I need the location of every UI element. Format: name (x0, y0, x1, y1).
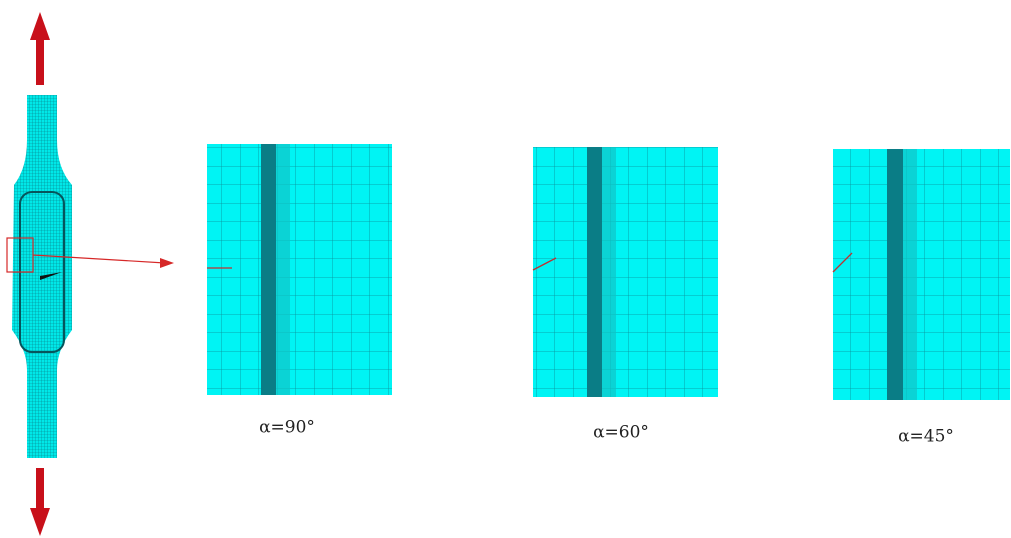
panel-label: α=45° (898, 427, 954, 447)
panel-60 (532, 147, 718, 397)
zoom-callout (6, 237, 174, 273)
specimen (12, 95, 72, 458)
panel-90 (207, 144, 392, 395)
panel-45 (832, 149, 1010, 400)
panel-label: α=60° (593, 423, 649, 443)
load-arrows (30, 12, 50, 536)
panel-label: α=90° (259, 418, 315, 438)
